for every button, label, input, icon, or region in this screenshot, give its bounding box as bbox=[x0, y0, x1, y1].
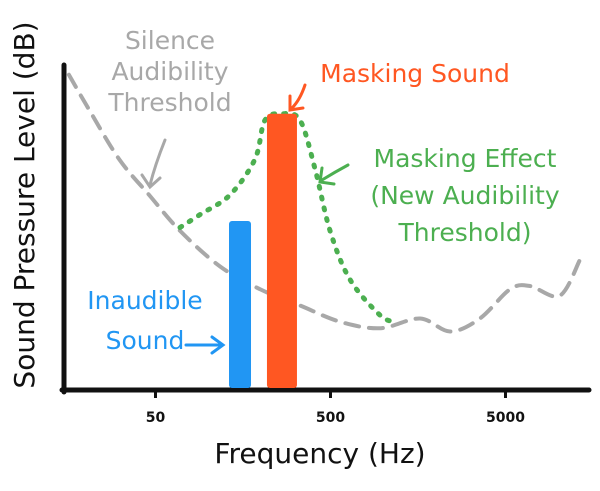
annotation: Inaudible bbox=[87, 286, 202, 315]
x-tick-label: 5000 bbox=[486, 410, 525, 426]
x-axis-label: Frequency (Hz) bbox=[214, 437, 425, 470]
annotation: (New Audibility bbox=[370, 181, 559, 210]
arrow bbox=[288, 83, 307, 112]
arrow bbox=[184, 335, 226, 355]
masking-curve bbox=[177, 110, 398, 325]
annotation: Threshold) bbox=[398, 218, 532, 247]
annotation: Audibility bbox=[111, 57, 228, 86]
annotation: Silence bbox=[125, 26, 215, 55]
annotation: Sound bbox=[106, 326, 185, 355]
bar bbox=[229, 221, 252, 388]
x-tick-label: 500 bbox=[316, 410, 345, 426]
annotation: Threshold bbox=[107, 88, 231, 117]
threshold-curve bbox=[66, 72, 582, 334]
arrow bbox=[318, 163, 350, 186]
y-axis-label: Sound Pressure Level (dB) bbox=[8, 21, 41, 388]
arrows bbox=[140, 83, 350, 355]
bar bbox=[266, 113, 297, 388]
arrow bbox=[140, 138, 167, 190]
x-tick-label: 50 bbox=[146, 410, 166, 426]
annotation: Masking Sound bbox=[320, 59, 510, 88]
annotation: Masking Effect bbox=[374, 144, 557, 173]
